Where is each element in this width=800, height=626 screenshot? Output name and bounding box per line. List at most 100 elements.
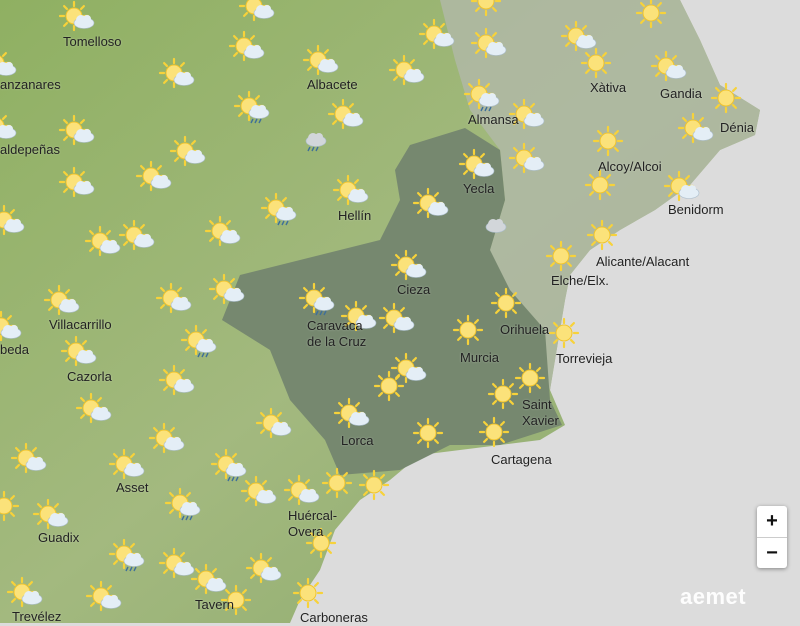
sun-cloud-icon[interactable]: [255, 407, 292, 439]
sun-icon[interactable]: [470, 0, 502, 17]
place-label[interactable]: Cieza: [397, 282, 431, 297]
sun-icon[interactable]: [514, 362, 546, 394]
sun-icon[interactable]: [321, 467, 353, 499]
sun-cloud-icon[interactable]: [10, 442, 47, 474]
sun-cloud-icon[interactable]: [283, 474, 320, 506]
place-label[interactable]: Elche/Elx.: [551, 273, 609, 288]
sun-cloud-icon[interactable]: [390, 249, 427, 281]
place-label[interactable]: Guadix: [38, 530, 80, 545]
sun-cloud-icon[interactable]: [508, 98, 545, 130]
sun-icon[interactable]: [373, 370, 405, 402]
cloud-rain-icon[interactable]: [305, 133, 327, 152]
sun-cloud-icon[interactable]: [58, 166, 95, 198]
sun-cloud-icon[interactable]: [108, 448, 145, 480]
place-label[interactable]: Cartagena: [491, 452, 552, 467]
sun-cloud-icon[interactable]: [332, 174, 369, 206]
place-label[interactable]: Gandia: [660, 86, 702, 101]
sun-cloud-icon[interactable]: [418, 18, 455, 50]
sun-cloud-icon[interactable]: [238, 0, 275, 22]
place-label[interactable]: Saint Xavier: [522, 397, 559, 428]
sun-cloud-rain-icon[interactable]: [108, 538, 145, 572]
sun-cloud-icon[interactable]: [75, 392, 112, 424]
sun-cloud-icon[interactable]: [378, 302, 415, 334]
sun-icon[interactable]: [220, 584, 252, 616]
sun-cloud-icon[interactable]: [43, 284, 80, 316]
sun-cloud-rain-icon[interactable]: [298, 282, 335, 316]
sun-cloud-icon[interactable]: [204, 215, 241, 247]
sun-cloud-icon[interactable]: [169, 135, 206, 167]
sun-cloud-icon[interactable]: [327, 98, 364, 130]
sun-cloud-icon[interactable]: [158, 547, 195, 579]
sun-cloud-icon[interactable]: [340, 300, 377, 332]
place-label[interactable]: Torrevieja: [556, 351, 613, 366]
place-label[interactable]: Alcoy/Alcoi: [598, 159, 662, 174]
sun-cloud-icon[interactable]: [0, 204, 25, 236]
sun-icon[interactable]: [358, 469, 390, 501]
sun-icon[interactable]: [545, 240, 577, 272]
place-label[interactable]: Tavern: [195, 597, 235, 612]
sun-icon[interactable]: [452, 314, 484, 346]
sun-cloud-icon[interactable]: [302, 44, 339, 76]
sun-cloud-icon[interactable]: [6, 576, 43, 608]
sun-cloud-icon[interactable]: [32, 498, 69, 530]
place-label[interactable]: Albacete: [307, 77, 358, 92]
sun-cloud-icon[interactable]: [190, 563, 227, 595]
sun-cloud-icon[interactable]: [560, 20, 597, 52]
sun-cloud-rain-icon[interactable]: [463, 78, 500, 112]
sun-cloud-icon[interactable]: [333, 397, 370, 429]
sun-icon[interactable]: [478, 416, 510, 448]
sun-cloud-icon[interactable]: [245, 552, 282, 584]
sun-cloud-icon[interactable]: [0, 112, 17, 140]
sun-cloud-icon[interactable]: [155, 282, 192, 314]
sun-cloud-icon[interactable]: [677, 112, 714, 144]
sun-icon[interactable]: [412, 417, 444, 449]
sun-cloud-icon[interactable]: [85, 580, 122, 612]
place-label[interactable]: Dénia: [720, 120, 754, 135]
sun-cloud-icon[interactable]: [388, 54, 425, 86]
sun-cloud-icon[interactable]: [135, 160, 172, 192]
sun-cloud-icon[interactable]: [148, 422, 185, 454]
place-label[interactable]: Benidorm: [668, 202, 724, 217]
sun-cloud-icon[interactable]: [650, 50, 687, 82]
sun-cloud-icon[interactable]: [470, 27, 507, 59]
place-label[interactable]: Trevélez: [12, 609, 62, 624]
sun-cloud-icon[interactable]: [228, 30, 265, 62]
place-label[interactable]: Caravaca de la Cruz: [307, 318, 367, 349]
sun-cloud-icon[interactable]: [58, 114, 95, 146]
sun-cloud-icon[interactable]: [158, 57, 195, 89]
sun-icon[interactable]: [305, 527, 337, 559]
place-label[interactable]: Orihuela: [500, 322, 550, 337]
sun-cloud-icon[interactable]: [0, 49, 17, 77]
sun-cloud-icon[interactable]: [508, 142, 545, 174]
sun-icon[interactable]: [586, 219, 618, 251]
place-label[interactable]: Carboneras: [300, 610, 368, 625]
sun-cloud-icon[interactable]: [158, 364, 195, 396]
sun-icon[interactable]: [490, 287, 522, 319]
place-label[interactable]: Xàtiva: [590, 80, 627, 95]
sun-cloud-icon[interactable]: [458, 148, 495, 180]
place-label[interactable]: anzanares: [0, 77, 61, 92]
sun-cloud-rain-icon[interactable]: [210, 448, 247, 482]
place-label[interactable]: beda: [0, 342, 29, 357]
zoom-out-button[interactable]: −: [757, 537, 787, 568]
sun-icon[interactable]: [0, 490, 20, 522]
place-label[interactable]: aldepeñas: [0, 142, 60, 157]
place-label[interactable]: Cazorla: [67, 369, 112, 384]
sun-icon[interactable]: [584, 169, 616, 201]
place-label[interactable]: Alicante/Alacant: [596, 254, 690, 269]
sun-cloud-icon[interactable]: [118, 219, 155, 251]
sun-cloud-icon[interactable]: [240, 475, 277, 507]
sun-icon[interactable]: [292, 577, 324, 609]
cloud-icon[interactable]: [485, 219, 507, 233]
sun-icon[interactable]: [592, 125, 624, 157]
place-label[interactable]: Tomelloso: [63, 34, 122, 49]
sun-cloud-icon[interactable]: [58, 0, 95, 32]
sun-cloud-icon[interactable]: [0, 310, 22, 342]
place-label[interactable]: Huércal- Overa: [288, 508, 338, 539]
place-label[interactable]: Villacarrillo: [49, 317, 112, 332]
sun-cloud-rain-icon[interactable]: [180, 324, 217, 358]
sun-icon[interactable]: [580, 47, 612, 79]
sun-cloud-icon[interactable]: [208, 273, 245, 305]
sun-icon[interactable]: [548, 317, 580, 349]
